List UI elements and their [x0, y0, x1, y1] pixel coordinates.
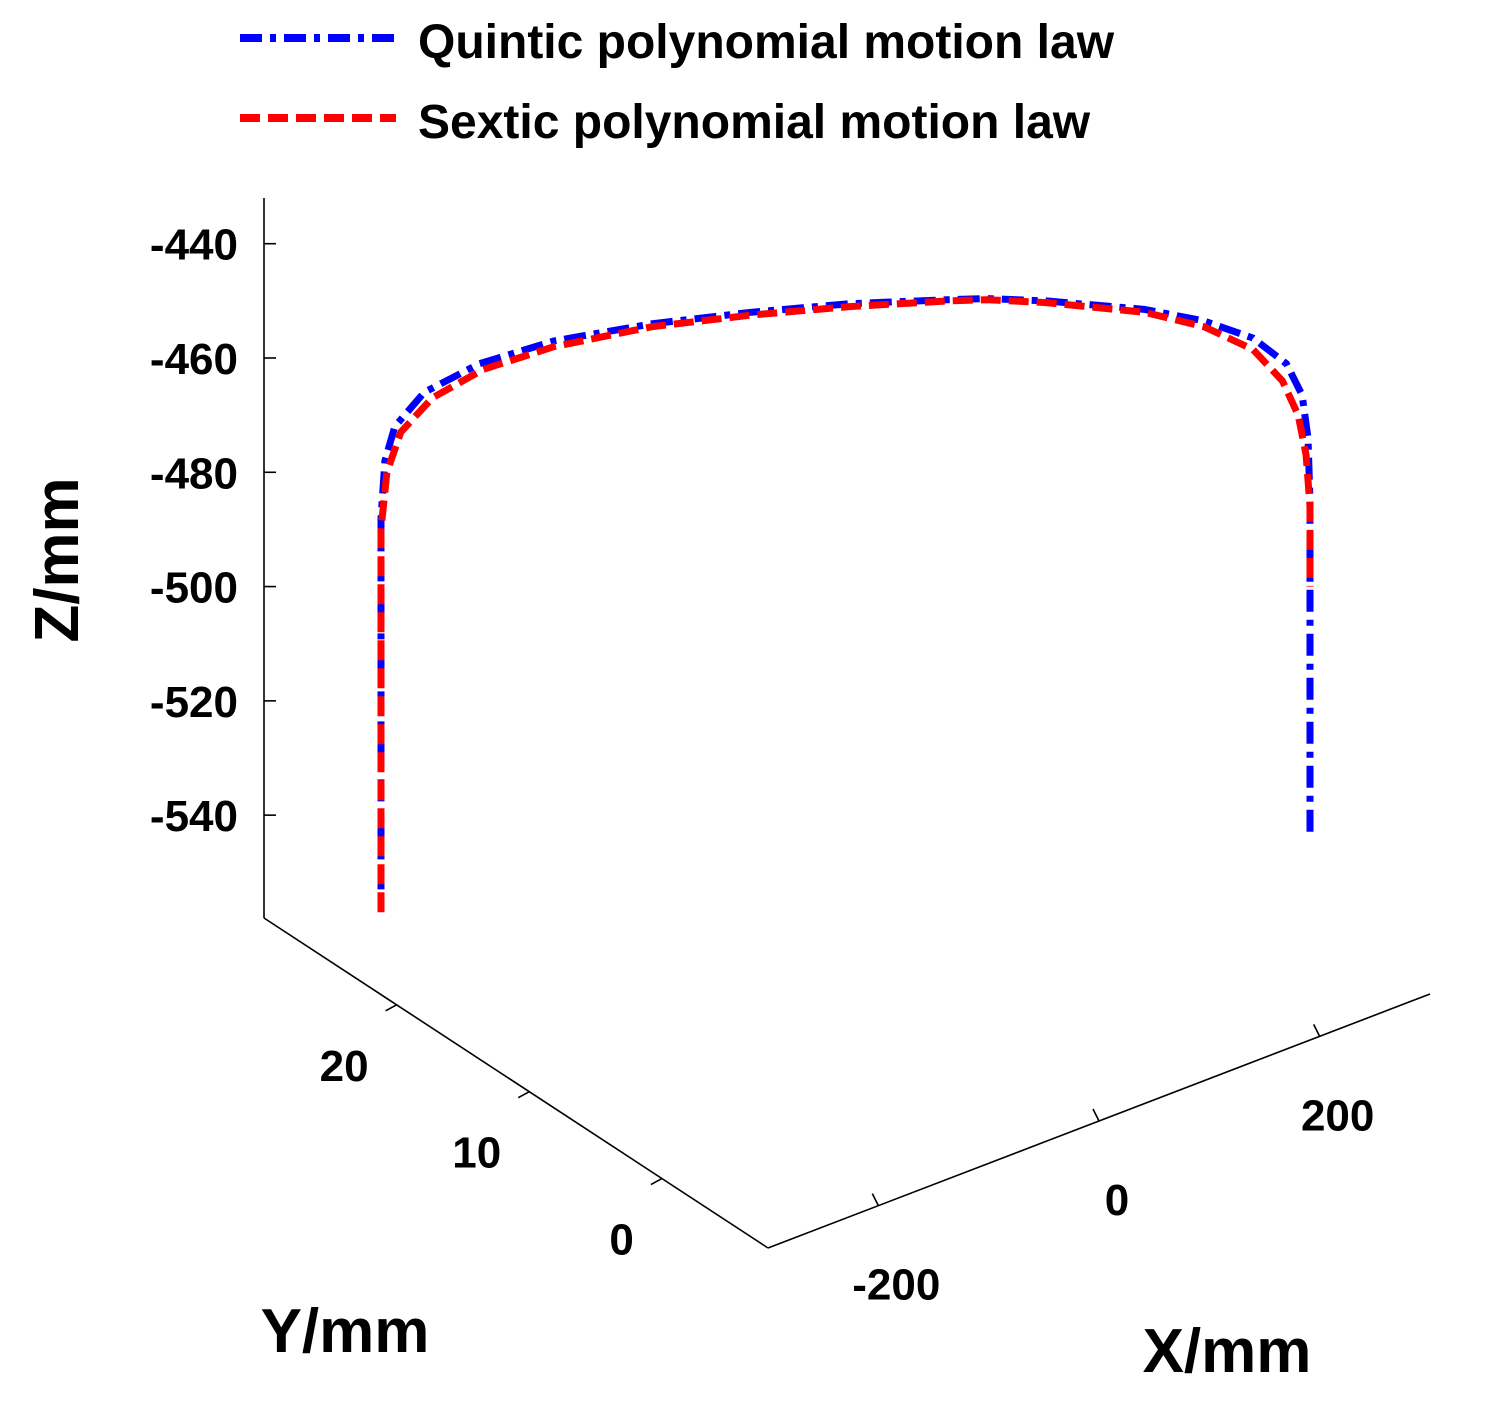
x-tick-label: 200	[1301, 1091, 1374, 1140]
series-line-sextic	[377, 296, 1314, 913]
z-tick-label: -500	[150, 564, 238, 613]
legend-item-quintic: Quintic polynomial motion law	[240, 16, 1115, 69]
z-tick-label: -540	[150, 792, 238, 841]
z-tick-label: -520	[150, 678, 238, 727]
y-tick-mark	[650, 1177, 663, 1186]
y-tick-label: 10	[452, 1129, 501, 1178]
z-ticks: -440 -460 -480 -500 -520 -540	[150, 221, 276, 841]
plot-area	[377, 295, 1314, 913]
y-tick-mark	[385, 1004, 398, 1012]
x-tick-mark	[871, 1193, 880, 1207]
x-axis-label: X/mm	[1143, 1317, 1312, 1386]
legend-item-sextic: Sextic polynomial motion law	[240, 96, 1091, 149]
z-tick-label: -480	[150, 449, 238, 498]
z-tick-label: -440	[150, 221, 238, 270]
y-axis-line	[263, 917, 769, 1249]
y-tick-label: 20	[320, 1042, 369, 1091]
x-tick-label: 0	[1105, 1176, 1129, 1225]
y-ticks: 0 10 20	[320, 1004, 663, 1265]
x-tick-label: -200	[852, 1261, 940, 1310]
x-tick-mark	[1092, 1108, 1100, 1122]
legend: Quintic polynomial motion law Sextic pol…	[240, 16, 1115, 149]
y-axis-label: Y/mm	[261, 1297, 430, 1366]
legend-label-quintic: Quintic polynomial motion law	[418, 16, 1115, 69]
z-tick-label: -460	[150, 335, 238, 384]
legend-label-sextic: Sextic polynomial motion law	[418, 96, 1091, 149]
y-tick-mark	[517, 1090, 530, 1099]
x-tick-mark	[1312, 1023, 1321, 1037]
series-line-quintic	[377, 295, 1314, 890]
x-ticks: -200 0 200	[852, 1023, 1374, 1310]
y-tick-label: 0	[609, 1216, 633, 1265]
z-axis-label: Z/mm	[23, 477, 92, 642]
